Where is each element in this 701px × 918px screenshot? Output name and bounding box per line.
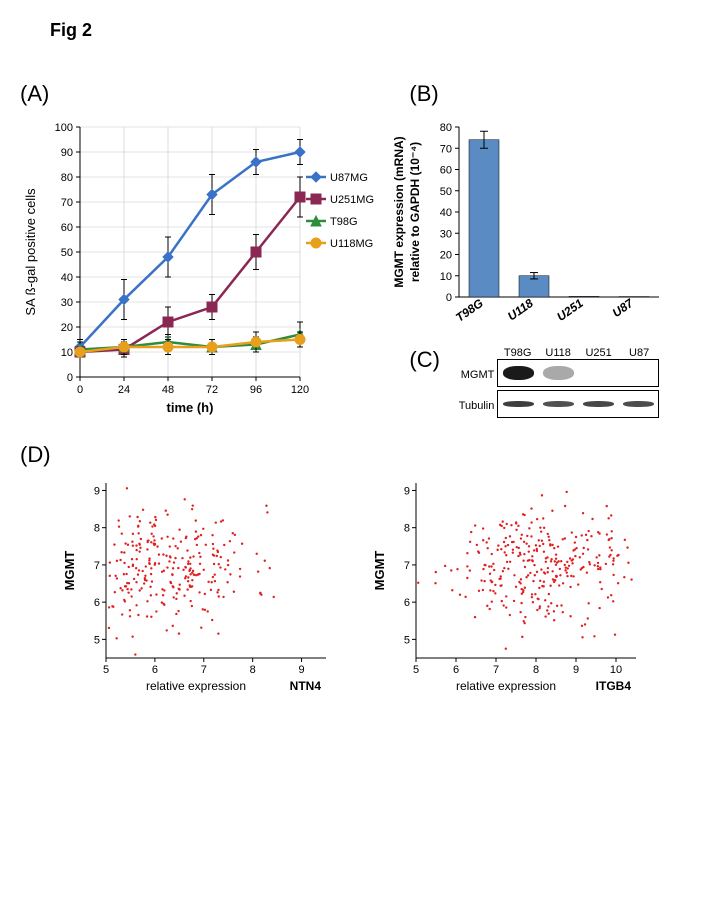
svg-text:10: 10 <box>61 347 73 359</box>
svg-text:40: 40 <box>61 272 73 284</box>
svg-text:U87: U87 <box>610 295 637 320</box>
svg-text:0: 0 <box>77 384 83 396</box>
svg-text:MGMT: MGMT <box>62 551 77 591</box>
svg-text:U251: U251 <box>555 296 587 324</box>
svg-text:5: 5 <box>403 634 409 646</box>
svg-text:U87MG: U87MG <box>330 172 368 184</box>
svg-text:8: 8 <box>249 664 255 676</box>
svg-text:8: 8 <box>532 664 538 676</box>
svg-text:50: 50 <box>61 247 73 259</box>
svg-text:10: 10 <box>440 271 452 283</box>
svg-text:7: 7 <box>403 560 409 572</box>
svg-text:SA ß-gal positive cells: SA ß-gal positive cells <box>23 188 38 316</box>
svg-text:ITGB4: ITGB4 <box>595 679 631 693</box>
svg-text:40: 40 <box>440 207 452 219</box>
svg-text:90: 90 <box>61 147 73 159</box>
western-blot: T98GU118U251U87MGMTTubulin <box>449 347 659 421</box>
svg-text:30: 30 <box>61 297 73 309</box>
svg-text:relative expression: relative expression <box>455 679 555 693</box>
svg-text:0: 0 <box>446 292 452 304</box>
svg-text:48: 48 <box>162 384 174 396</box>
svg-text:7: 7 <box>492 664 498 676</box>
svg-text:7: 7 <box>200 664 206 676</box>
svg-text:6: 6 <box>452 664 458 676</box>
svg-text:96: 96 <box>250 384 262 396</box>
svg-text:9: 9 <box>298 664 304 676</box>
svg-text:20: 20 <box>440 250 452 262</box>
svg-text:9: 9 <box>572 664 578 676</box>
svg-text:6: 6 <box>403 597 409 609</box>
svg-text:6: 6 <box>151 664 157 676</box>
svg-text:8: 8 <box>403 523 409 535</box>
svg-text:0: 0 <box>67 372 73 384</box>
svg-text:U251MG: U251MG <box>330 194 374 206</box>
svg-text:80: 80 <box>61 172 73 184</box>
svg-text:20: 20 <box>61 322 73 334</box>
svg-text:T98G: T98G <box>330 216 358 228</box>
svg-text:5: 5 <box>412 664 418 676</box>
svg-text:9: 9 <box>403 485 409 497</box>
svg-text:U118: U118 <box>505 296 536 324</box>
svg-text:24: 24 <box>118 384 130 396</box>
svg-text:MGMT expression (mRNA): MGMT expression (mRNA) <box>392 136 406 287</box>
svg-text:70: 70 <box>440 143 452 155</box>
svg-text:100: 100 <box>55 122 73 134</box>
svg-text:60: 60 <box>440 165 452 177</box>
svg-text:MGMT: MGMT <box>372 551 387 591</box>
scatter-itgb4: 5 6 7 8 9 5 6 7 8 9 10 MGMT relative expression ITGB4 <box>366 473 646 693</box>
panel-b-label: (B) <box>409 81 681 107</box>
svg-text:relative expression: relative expression <box>145 679 245 693</box>
svg-text:30: 30 <box>440 228 452 240</box>
scatter-ntn4: 5 6 7 8 9 5 6 7 8 9 MGMT relative expression NTN4 <box>56 473 336 693</box>
svg-text:T98G: T98G <box>453 296 486 325</box>
svg-text:120: 120 <box>291 384 309 396</box>
svg-text:NTN4: NTN4 <box>289 679 321 693</box>
figure-title: Fig 2 <box>50 20 681 41</box>
panel-c-label: (C) <box>409 347 449 421</box>
svg-text:60: 60 <box>61 222 73 234</box>
svg-text:5: 5 <box>93 634 99 646</box>
svg-text:time (h): time (h) <box>167 400 214 415</box>
svg-text:9: 9 <box>93 485 99 497</box>
chart-a: 0 10 20 30 40 50 60 70 80 90 100 0 24 48 72 96 120 SA ß-g… <box>20 117 380 417</box>
svg-text:relative to GAPDH (10⁻⁴): relative to GAPDH (10⁻⁴) <box>408 142 422 282</box>
svg-text:70: 70 <box>61 197 73 209</box>
panel-a-label: (A) <box>20 81 389 107</box>
svg-text:80: 80 <box>440 122 452 134</box>
svg-text:50: 50 <box>440 186 452 198</box>
svg-text:U118MG: U118MG <box>330 238 373 250</box>
svg-text:6: 6 <box>93 597 99 609</box>
panel-d-label: (D) <box>20 442 681 468</box>
svg-text:5: 5 <box>102 664 108 676</box>
svg-text:72: 72 <box>206 384 218 396</box>
svg-text:8: 8 <box>93 523 99 535</box>
chart-b: 0 10 20 30 40 50 60 70 80 T98G U118 U251 U87 MGMT exp… <box>389 117 669 337</box>
svg-text:10: 10 <box>609 664 621 676</box>
svg-text:7: 7 <box>93 560 99 572</box>
